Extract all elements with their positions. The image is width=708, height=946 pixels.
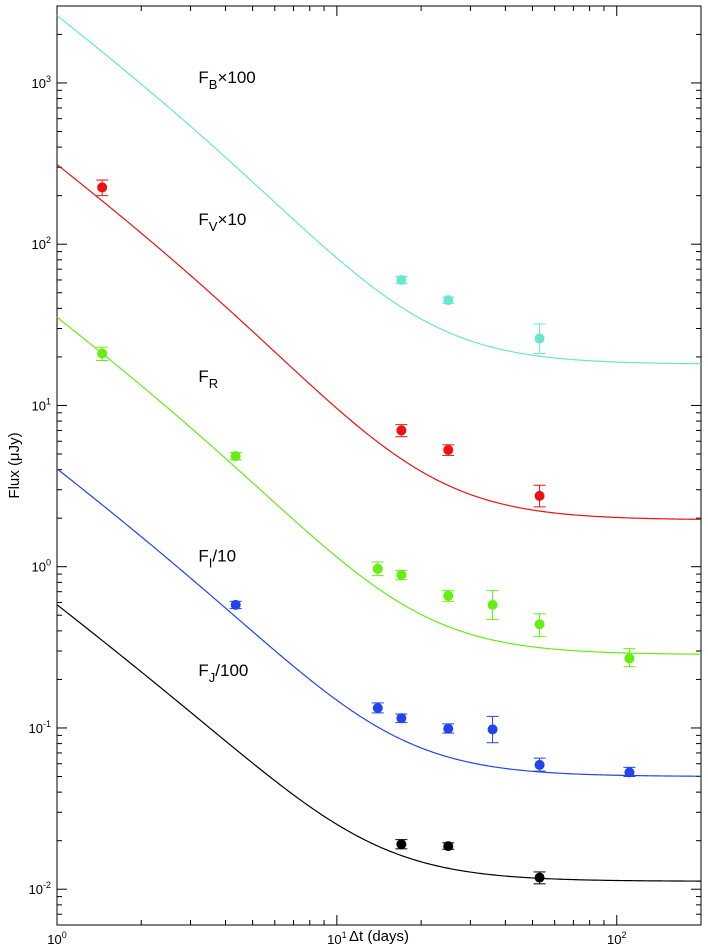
marker <box>534 872 545 883</box>
data-point-B <box>442 295 455 306</box>
y-tick-label: 10-1 <box>29 719 51 736</box>
data-point-R <box>442 590 455 602</box>
data-point-B <box>395 274 408 285</box>
model-curve-B <box>56 15 702 365</box>
marker <box>230 451 241 462</box>
marker <box>97 348 108 359</box>
x-tick-label: 101 <box>327 930 346 946</box>
marker <box>372 563 383 574</box>
data-point-R <box>623 648 636 668</box>
data-point-R <box>486 590 499 621</box>
marker <box>534 490 545 501</box>
series-label-I: FI/10 <box>198 546 236 570</box>
marker <box>443 444 454 455</box>
data-point-I <box>371 702 384 714</box>
data-point-I <box>395 713 408 724</box>
x-tick-label: 100 <box>47 930 66 946</box>
data-point-I <box>442 723 455 734</box>
data-point-J <box>395 839 408 850</box>
y-tick-label: 103 <box>32 74 51 91</box>
marker <box>230 599 241 610</box>
data-point-I <box>486 715 499 744</box>
marker <box>487 724 498 735</box>
data-point-J <box>442 841 455 852</box>
data-point-R <box>96 346 109 362</box>
axis-ticks <box>56 5 702 926</box>
series-label-B: FB×100 <box>198 68 255 92</box>
model-curve-I <box>56 468 702 777</box>
y-tick-label: 101 <box>32 396 51 413</box>
series-label-J: FJ/100 <box>198 661 248 685</box>
marker <box>443 590 454 601</box>
data-point-V <box>442 444 455 456</box>
model-curve-V <box>56 164 702 520</box>
marker <box>372 702 383 713</box>
plot-frame <box>56 5 702 926</box>
marker <box>396 569 407 580</box>
tick-labels: 100 101 102 10-2 10-1 100 101 102 103 <box>29 74 627 946</box>
data-point-B <box>533 323 546 354</box>
data-point-V <box>395 424 408 438</box>
y-tick-label: 10-2 <box>29 880 51 897</box>
marker <box>396 425 407 436</box>
marker <box>534 759 545 770</box>
model-curves <box>56 15 702 882</box>
model-curve-J <box>56 604 702 882</box>
marker <box>534 333 545 344</box>
data-point-R <box>395 569 408 581</box>
model-curve-R <box>56 316 702 655</box>
data-point-J <box>533 871 546 885</box>
y-tick-label: 100 <box>32 558 51 575</box>
series-labels: FB×100 FV×10 FR FI/10 FJ/100 <box>198 68 255 685</box>
marker <box>396 274 407 285</box>
marker <box>624 767 635 778</box>
data-point-R <box>229 451 242 462</box>
data-point-V <box>96 179 109 197</box>
data-point-V <box>533 484 546 508</box>
x-axis-label: Δt (days) <box>349 928 409 945</box>
data-point-I <box>533 757 546 772</box>
y-tick-label: 102 <box>32 235 51 252</box>
marker <box>396 839 407 850</box>
marker <box>97 182 108 193</box>
series-label-V: FV×10 <box>198 210 246 234</box>
data-points <box>96 179 636 885</box>
marker <box>443 723 454 734</box>
series-label-R: FR <box>198 367 218 391</box>
marker <box>443 841 454 852</box>
data-point-I <box>229 599 242 610</box>
marker <box>487 599 498 610</box>
marker <box>443 295 454 306</box>
marker <box>624 653 635 664</box>
marker <box>396 713 407 724</box>
x-tick-label: 102 <box>607 930 626 946</box>
marker <box>534 619 545 630</box>
data-point-R <box>533 613 546 637</box>
data-point-I <box>623 766 636 778</box>
data-point-R <box>371 561 384 577</box>
y-axis-label: Flux (μJy) <box>6 432 23 498</box>
